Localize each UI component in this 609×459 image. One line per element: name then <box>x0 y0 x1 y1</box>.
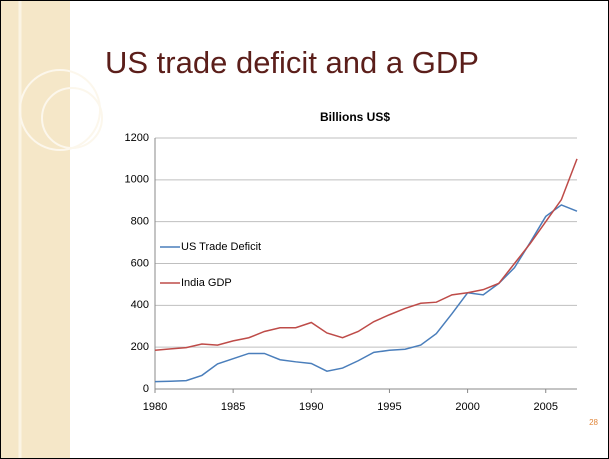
y-tick-label: 200 <box>131 341 149 353</box>
deco-circle <box>41 87 103 149</box>
y-tick-label: 1200 <box>125 132 149 144</box>
data-line <box>154 204 578 383</box>
slide-title: US trade deficit and a GDP <box>105 45 479 80</box>
x-tick-label: 1995 <box>377 401 401 413</box>
x-tick-label: 1980 <box>143 401 167 413</box>
y-tick-label: 400 <box>131 299 149 311</box>
x-tick-label: 1990 <box>299 401 323 413</box>
plot: 0 200 400 600 800 1000 1200 1980 1985 1990 1995 200… <box>125 132 578 413</box>
chart-title: Billions US$ <box>320 110 390 124</box>
side-strip <box>0 0 70 459</box>
data-line <box>154 158 578 352</box>
x-tick-label: 2000 <box>455 401 479 413</box>
y-tick-label: 0 <box>143 383 149 395</box>
legend-label: US Trade Deficit <box>181 241 261 253</box>
y-tick-label: 800 <box>131 216 149 228</box>
x-tick-label: 1985 <box>221 401 245 413</box>
y-tick-label: 1000 <box>125 174 149 186</box>
x-tick-label: 2005 <box>533 401 557 413</box>
page-number: 28 <box>589 418 598 427</box>
y-tick-label: 600 <box>131 257 149 269</box>
legend-label: India GDP <box>181 277 232 289</box>
